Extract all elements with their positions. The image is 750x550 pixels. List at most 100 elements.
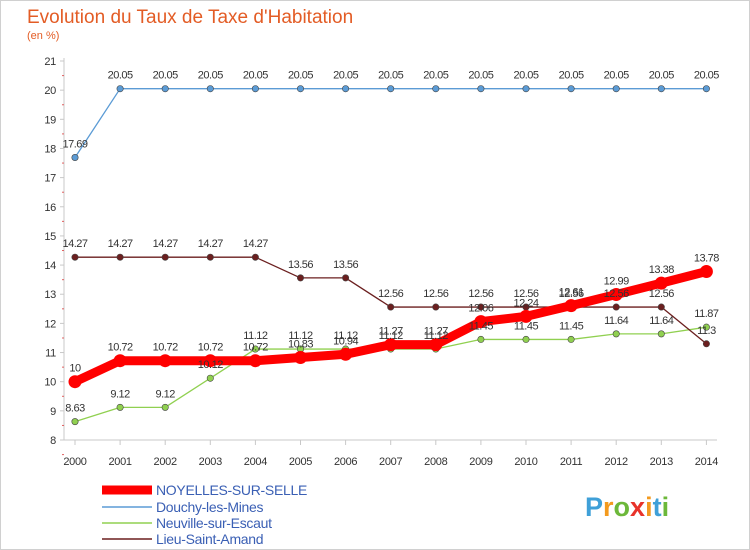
series-point-0 xyxy=(294,350,307,364)
data-label-1: 20.05 xyxy=(604,70,629,82)
data-label-3: 11.3 xyxy=(697,325,716,337)
series-point-3 xyxy=(71,253,79,261)
series-point-3 xyxy=(432,303,440,311)
y-tick-label: 8 xyxy=(50,435,56,447)
data-label-2: 8.63 xyxy=(65,403,85,415)
series-point-3 xyxy=(116,253,124,261)
data-label-3: 12.56 xyxy=(559,288,584,300)
x-tick-label: 2010 xyxy=(514,456,537,468)
data-label-3: 12.56 xyxy=(649,288,674,300)
data-label-1: 17.69 xyxy=(62,138,87,150)
series-point-0 xyxy=(339,347,353,361)
series-point-3 xyxy=(657,303,665,311)
y-tick-label: 11 xyxy=(45,348,56,360)
data-label-0: 13.38 xyxy=(649,264,674,276)
logo-letter: P xyxy=(585,492,603,522)
chart-title: Evolution du Taux de Taxe d'Habitation xyxy=(27,7,353,28)
series-point-3 xyxy=(477,303,485,311)
data-label-3: 13.56 xyxy=(288,259,313,271)
series-point-3 xyxy=(251,253,259,261)
series-point-1 xyxy=(161,85,169,93)
data-label-0: 12.06 xyxy=(468,303,493,315)
series-point-0 xyxy=(68,375,82,389)
data-label-3: 12.56 xyxy=(604,288,629,300)
legend-label-2: Neuville-sur-Escaut xyxy=(156,515,272,531)
series-point-3 xyxy=(612,303,620,311)
series-point-0 xyxy=(113,354,127,368)
series-point-2 xyxy=(522,335,530,343)
series-point-0 xyxy=(203,354,217,368)
data-label-3: 14.27 xyxy=(62,238,87,250)
series-point-2 xyxy=(702,323,710,331)
data-label-0: 11.27 xyxy=(379,326,404,338)
series-point-2 xyxy=(71,418,79,426)
data-label-2: 9.12 xyxy=(110,388,130,400)
series-point-0 xyxy=(384,338,398,352)
series-point-3 xyxy=(342,274,350,282)
data-label-1: 20.05 xyxy=(108,70,133,82)
data-label-1: 20.05 xyxy=(333,70,358,82)
data-label-2: 9.12 xyxy=(155,388,175,400)
data-label-2: 11.12 xyxy=(243,330,268,342)
series-point-1 xyxy=(116,85,124,93)
series-point-2 xyxy=(251,345,259,353)
data-label-0: 10.72 xyxy=(243,342,268,354)
data-label-1: 20.05 xyxy=(243,70,268,82)
x-tick-label: 2008 xyxy=(424,456,447,468)
logo-letter: x xyxy=(630,492,645,522)
series-point-1 xyxy=(702,85,710,93)
series-point-1 xyxy=(522,85,530,93)
proxiti-logo: Proxiti xyxy=(585,492,669,522)
logo-letter: i xyxy=(645,492,653,522)
data-label-2: 11.12 xyxy=(333,330,358,342)
x-tick-label: 2002 xyxy=(154,456,177,468)
data-label-3: 13.56 xyxy=(333,259,358,271)
series-point-0 xyxy=(474,315,488,329)
data-label-0: 11.27 xyxy=(424,326,449,338)
x-tick-label: 2014 xyxy=(695,456,718,468)
series-point-2 xyxy=(612,330,620,338)
series-point-3 xyxy=(161,253,169,261)
data-label-2: 11.45 xyxy=(469,320,494,332)
data-label-0: 12.61 xyxy=(559,287,584,299)
y-tick-label: 20 xyxy=(44,85,56,97)
series-point-1 xyxy=(342,85,350,93)
logo-letter: o xyxy=(614,492,631,522)
x-tick-label: 2000 xyxy=(63,456,86,468)
data-label-2: 11.87 xyxy=(694,308,719,320)
logo-letter: r xyxy=(603,492,614,522)
series-point-1 xyxy=(387,85,395,93)
data-label-2: 11.64 xyxy=(649,315,674,327)
data-label-1: 20.05 xyxy=(378,70,403,82)
x-tick-label: 2009 xyxy=(469,456,492,468)
series-point-1 xyxy=(477,85,485,93)
data-label-1: 20.05 xyxy=(649,70,674,82)
x-axis-ticks: 2000 2001 2002 2003 2004 2005 2006 2007 2008 2009… xyxy=(63,440,719,468)
data-label-2: 11.12 xyxy=(379,330,404,342)
series-point-1 xyxy=(432,85,440,93)
series-point-3 xyxy=(206,253,214,261)
data-label-3: 14.27 xyxy=(153,238,178,250)
data-label-2: 11.45 xyxy=(559,320,584,332)
y-tick-label: 9 xyxy=(50,406,56,418)
series-point-0 xyxy=(699,264,713,278)
series-point-1 xyxy=(206,85,214,93)
data-label-3: 14.27 xyxy=(243,238,268,250)
data-label-1: 20.05 xyxy=(513,70,538,82)
logo-letter: i xyxy=(662,492,670,522)
data-label-0: 10.83 xyxy=(288,338,313,350)
data-label-3: 12.56 xyxy=(423,288,448,300)
y-tick-label: 16 xyxy=(44,202,56,214)
series-point-0 xyxy=(609,288,623,302)
series-point-2 xyxy=(567,335,575,343)
series-point-1 xyxy=(251,85,259,93)
y-tick-label: 21 xyxy=(44,56,56,68)
data-label-0: 12.99 xyxy=(604,276,629,288)
y-tick-label: 10 xyxy=(44,377,56,389)
x-tick-label: 2005 xyxy=(289,456,312,468)
data-label-2: 11.12 xyxy=(424,330,449,342)
data-label-1: 20.05 xyxy=(198,70,223,82)
x-tick-label: 2003 xyxy=(199,456,222,468)
data-label-1: 20.05 xyxy=(559,70,584,82)
